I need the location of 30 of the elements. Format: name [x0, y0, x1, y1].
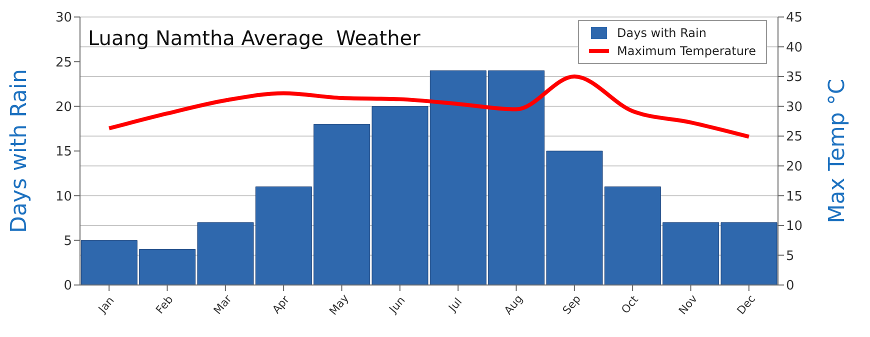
x-tick-label: Feb	[153, 293, 176, 316]
y2-tick-label: 15	[786, 189, 803, 204]
y-tick-label: 30	[55, 10, 72, 26]
y2-tick-label: 35	[786, 70, 803, 86]
x-tick-label: Oct	[618, 292, 642, 316]
legend-label: Days with Rain	[617, 26, 706, 40]
x-tick-label: Jun	[386, 294, 408, 316]
y2-tick-label: 25	[786, 130, 803, 145]
y-tick-label: 0	[64, 278, 72, 294]
y2-tick-label: 20	[786, 160, 803, 175]
x-tick-label: Apr	[270, 292, 292, 316]
y2-tick-label: 30	[786, 100, 803, 115]
x-tick-label: Sep	[560, 292, 584, 317]
x-tick-label: Jul	[446, 295, 465, 315]
y2-axis-title: Max Temp °C	[824, 78, 850, 224]
y2-tick-label: 40	[786, 40, 803, 56]
y-tick-label: 15	[55, 144, 72, 160]
y-tick-label: 25	[55, 55, 72, 70]
y-axis-title: Days with Rain	[6, 69, 32, 233]
y-tick-label: 5	[64, 234, 72, 249]
y2-tick-label: 45	[786, 10, 803, 26]
y2-tick-label: 10	[786, 219, 803, 234]
x-tick-label: Jan	[95, 294, 117, 316]
y2-tick-label: 5	[786, 248, 794, 264]
y-tick-label: 10	[55, 189, 72, 204]
text: Luang Namtha Average Weather	[88, 26, 422, 50]
y2-tick-label: 0	[786, 278, 794, 294]
y-tick-label: 20	[55, 100, 72, 115]
line-series	[107, 74, 751, 139]
legend-label: Maximum Temperature	[617, 44, 756, 58]
